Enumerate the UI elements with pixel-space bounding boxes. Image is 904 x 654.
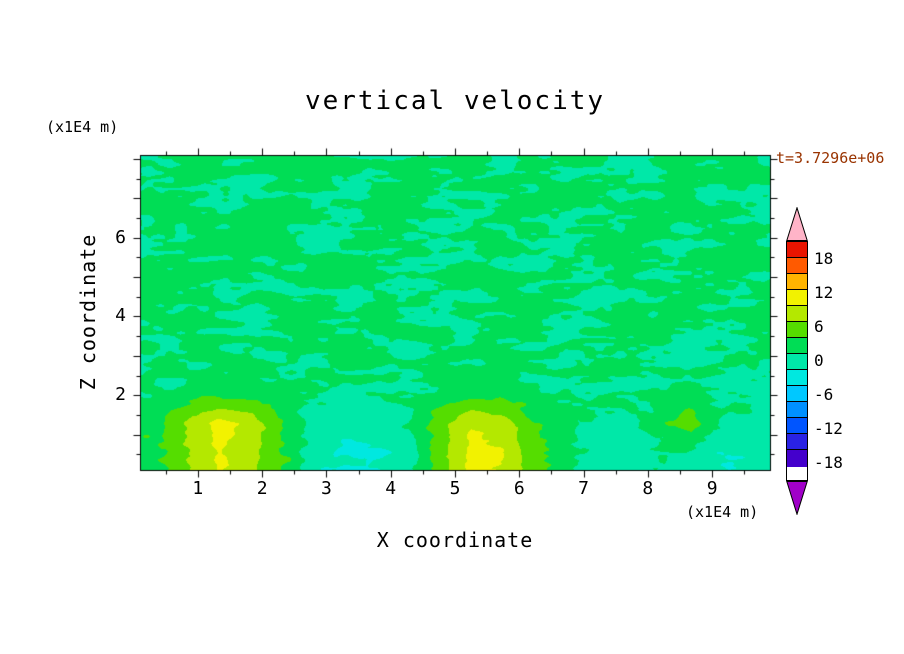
colorbar-cell xyxy=(787,386,807,402)
colorbar-cell xyxy=(787,418,807,434)
colorbar-cell xyxy=(787,434,807,450)
x-axis-title: X coordinate xyxy=(376,528,534,552)
z-tick-label: 6 xyxy=(115,226,126,248)
colorbar-cell xyxy=(787,258,807,274)
colorbar-tick-label: -18 xyxy=(814,453,843,472)
colorbar-cell xyxy=(787,338,807,354)
colorbar-tick-label: 6 xyxy=(814,317,824,336)
colorbar-tick-label: -12 xyxy=(814,419,843,438)
x-tick-label: 1 xyxy=(192,478,204,499)
z-tick-label: 4 xyxy=(115,305,126,327)
plot-title: vertical velocity xyxy=(304,86,606,116)
z-axis-unit-label: (x1E4 m) xyxy=(46,118,119,136)
colorbar-tick-label: 0 xyxy=(814,351,824,370)
x-tick-label: 2 xyxy=(256,478,268,499)
colorbar-cell xyxy=(787,274,807,290)
colorbar-cell xyxy=(787,370,807,386)
colorbar-cell xyxy=(787,290,807,306)
x-tick-label: 7 xyxy=(578,478,589,499)
colorbar-over-arrow xyxy=(786,207,808,241)
z-tick-label: 2 xyxy=(115,384,126,406)
x-tick-label: 5 xyxy=(449,478,461,499)
colorbar-cell xyxy=(787,242,807,258)
colorbar-cell xyxy=(787,354,807,370)
x-tick-label: 3 xyxy=(321,478,332,499)
colorbar-tick-label: -6 xyxy=(814,385,834,404)
timestamp-label: t=3.7296e+06 xyxy=(776,149,885,167)
x-tick-label: 9 xyxy=(706,478,718,499)
x-tick-label: 8 xyxy=(642,478,654,499)
x-tick-label: 4 xyxy=(385,478,397,499)
x-tick-label: 6 xyxy=(513,478,525,499)
colorbar-under-arrow xyxy=(786,481,808,515)
colorbar-cell xyxy=(787,402,807,418)
x-axis-unit-label: (x1E4 m) xyxy=(686,503,759,521)
colorbar-tick-label: 18 xyxy=(814,249,834,268)
colorbar-cells xyxy=(786,241,808,481)
colorbar-cell xyxy=(787,306,807,322)
colorbar-cell xyxy=(787,322,807,338)
colorbar-tick-label: 12 xyxy=(814,283,834,302)
colorbar-cell xyxy=(787,450,807,467)
